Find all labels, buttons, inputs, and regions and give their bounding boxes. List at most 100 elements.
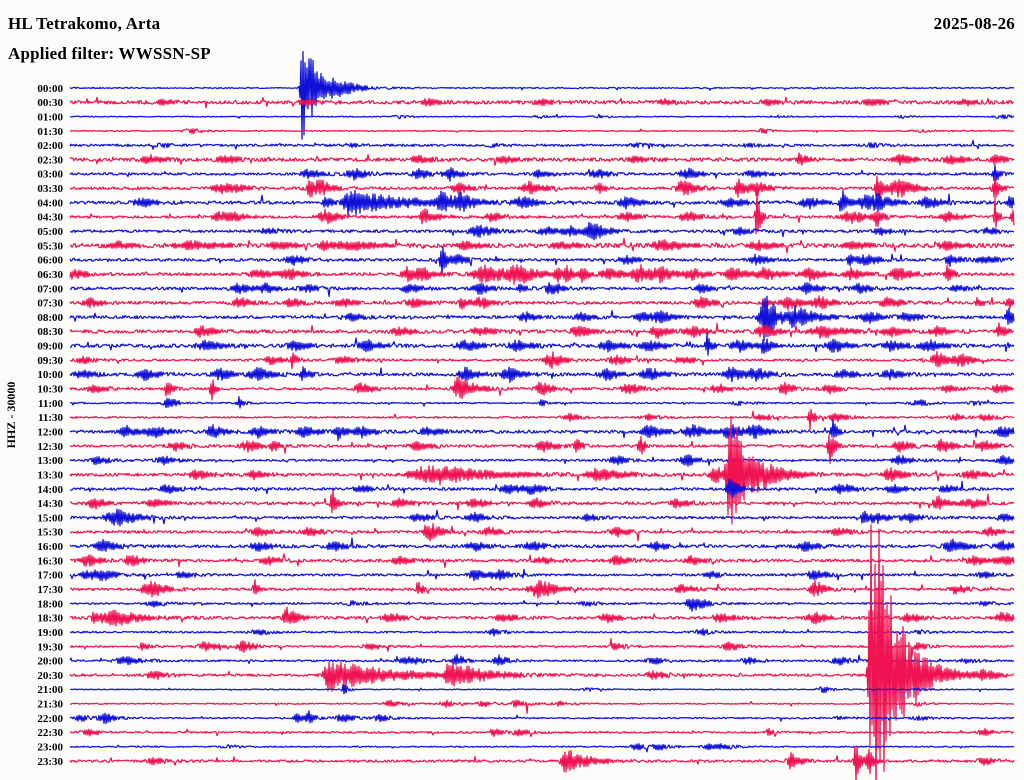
time-label-21-30: 21:30: [37, 699, 63, 711]
trace-row-09-30: [69, 350, 1015, 370]
trace-row-03-30: [69, 175, 1015, 200]
trace-row-18-00: [69, 598, 1015, 612]
time-label-14-00: 14:00: [37, 484, 63, 496]
time-label-15-00: 15:00: [37, 512, 63, 524]
trace-row-15-30: [69, 522, 1015, 542]
trace-row-16-30: [69, 553, 1015, 569]
time-label-16-00: 16:00: [37, 541, 63, 553]
trace-row-14-30: [69, 489, 1015, 514]
time-label-08-30: 08:30: [37, 326, 63, 338]
trace-row-05-30: [69, 237, 1015, 254]
time-label-00-30: 00:30: [37, 97, 63, 109]
trace-row-20-30: [69, 524, 1015, 780]
time-label-18-30: 18:30: [37, 613, 63, 625]
trace-row-05-00: [70, 221, 1015, 241]
trace-row-06-00: [69, 246, 1015, 276]
applied-filter-label: Applied filter: WWSSN-SP: [8, 44, 211, 63]
trace-row-16-00: [69, 537, 1015, 553]
trace-row-08-30: [69, 322, 1015, 340]
time-label-16-30: 16:30: [37, 555, 63, 567]
trace-row-22-00: [69, 710, 1015, 725]
trace-row-00-00: [69, 50, 1015, 140]
trace-row-19-30: [69, 638, 1015, 658]
trace-row-11-00: [69, 396, 1015, 409]
trace-row-17-30: [69, 579, 1015, 599]
trace-row-23-00: [69, 743, 1015, 753]
time-label-23-30: 23:30: [37, 756, 63, 768]
time-label-12-30: 12:30: [37, 441, 63, 453]
time-label-01-00: 01:00: [37, 111, 63, 123]
time-label-03-00: 03:00: [37, 169, 63, 181]
time-label-09-00: 09:00: [37, 341, 63, 353]
time-label-11-00: 11:00: [38, 398, 64, 410]
time-label-09-30: 09:30: [37, 355, 63, 367]
time-label-02-30: 02:30: [37, 154, 63, 166]
time-label-00-00: 00:00: [37, 83, 63, 95]
trace-row-23-30: [69, 745, 1015, 780]
time-label-10-00: 10:00: [37, 369, 63, 381]
trace-row-01-30: [69, 127, 1015, 135]
trace-row-04-00: [69, 189, 1015, 216]
date-label: 2025-08-26: [933, 14, 1015, 33]
time-label-03-30: 03:30: [37, 183, 63, 195]
trace-row-21-00: [69, 683, 1014, 695]
time-label-02-00: 02:00: [37, 140, 63, 152]
time-label-13-00: 13:00: [37, 455, 63, 467]
trace-row-18-30: [69, 606, 1015, 627]
time-label-23-00: 23:00: [37, 742, 63, 754]
time-label-17-30: 17:30: [37, 584, 63, 596]
trace-row-02-00: [69, 139, 1015, 150]
time-label-07-00: 07:00: [37, 283, 63, 295]
time-label-06-30: 06:30: [37, 269, 63, 281]
trace-row-02-30: [69, 152, 1015, 166]
time-label-07-30: 07:30: [37, 298, 63, 310]
trace-row-04-30: [69, 189, 1015, 235]
time-label-13-30: 13:30: [37, 469, 63, 481]
trace-row-01-00: [69, 113, 1015, 120]
trace-row-15-00: [69, 508, 1015, 527]
time-label-19-00: 19:00: [37, 627, 63, 639]
time-label-06-00: 06:00: [37, 255, 63, 267]
time-label-20-30: 20:30: [37, 670, 63, 682]
trace-row-10-30: [69, 376, 1015, 401]
time-label-12-00: 12:00: [37, 427, 63, 439]
time-label-10-30: 10:30: [37, 384, 63, 396]
time-label-14-30: 14:30: [37, 498, 63, 510]
time-label-18-00: 18:00: [37, 598, 63, 610]
trace-row-20-00: [69, 653, 1015, 666]
time-label-20-00: 20:00: [37, 656, 63, 668]
trace-row-13-00: [69, 453, 1015, 467]
trace-row-10-00: [69, 366, 1015, 384]
time-label-05-30: 05:30: [37, 240, 63, 252]
trace-row-00-30: [69, 96, 1015, 109]
trace-row-13-30: [69, 416, 1015, 525]
time-label-21-00: 21:00: [37, 684, 63, 696]
trace-row-07-00: [69, 282, 1015, 298]
time-label-05-00: 05:00: [37, 226, 63, 238]
time-label-22-30: 22:30: [37, 727, 63, 739]
time-label-22-00: 22:00: [37, 713, 63, 725]
time-label-08-00: 08:00: [37, 312, 63, 324]
trace-row-21-30: [69, 699, 1015, 714]
trace-row-06-30: [69, 264, 1015, 286]
trace-row-12-30: [69, 434, 1014, 465]
time-label-04-30: 04:30: [37, 212, 63, 224]
time-label-04-00: 04:00: [37, 197, 63, 209]
time-label-01-30: 01:30: [37, 126, 63, 138]
time-label-19-30: 19:30: [37, 641, 63, 653]
trace-row-17-00: [69, 568, 1014, 582]
trace-row-09-00: [69, 332, 1015, 356]
trace-row-08-00: [69, 295, 1015, 342]
time-label-17-00: 17:00: [37, 570, 63, 582]
station-title: HL Tetrakomo, Arta: [8, 14, 161, 33]
trace-row-11-30: [69, 408, 1015, 430]
trace-row-14-00: [69, 479, 1015, 498]
trace-row-22-30: [70, 727, 1015, 738]
trace-row-07-30: [69, 295, 1015, 311]
trace-row-19-00: [69, 627, 1015, 637]
trace-row-03-00: [69, 164, 1015, 182]
time-label-15-30: 15:30: [37, 527, 63, 539]
trace-row-12-00: [69, 419, 1015, 442]
